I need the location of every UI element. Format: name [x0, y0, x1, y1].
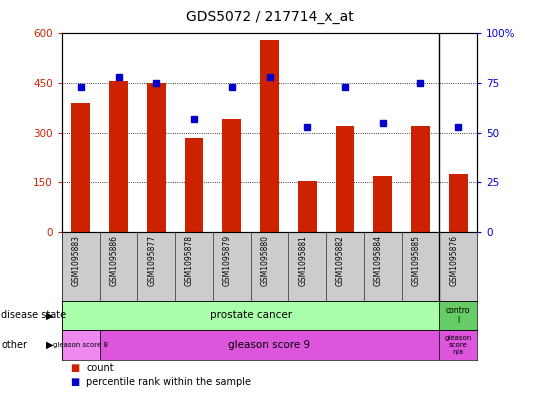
Text: gleason score 9: gleason score 9: [229, 340, 310, 350]
Text: GSM1095883: GSM1095883: [72, 235, 81, 286]
Text: GSM1095877: GSM1095877: [147, 235, 156, 286]
Bar: [448, 174, 467, 232]
Bar: [439, 301, 477, 330]
Bar: [260, 40, 279, 232]
Bar: [298, 181, 317, 232]
Text: GSM1095880: GSM1095880: [260, 235, 270, 286]
Text: other: other: [1, 340, 27, 350]
Text: disease state: disease state: [1, 310, 66, 320]
Bar: [147, 83, 166, 232]
Bar: [335, 126, 355, 232]
Text: GSM1095885: GSM1095885: [411, 235, 420, 286]
Text: ■: ■: [70, 364, 79, 373]
Text: percentile rank within the sample: percentile rank within the sample: [86, 377, 251, 387]
Bar: [62, 330, 100, 360]
Bar: [71, 103, 90, 232]
Bar: [184, 138, 204, 232]
Text: contro
l: contro l: [446, 306, 471, 325]
Bar: [222, 119, 241, 232]
Text: ■: ■: [70, 377, 79, 387]
Text: GSM1095881: GSM1095881: [298, 235, 307, 286]
Text: GSM1095879: GSM1095879: [223, 235, 232, 286]
Text: prostate cancer: prostate cancer: [210, 310, 292, 320]
Text: GSM1095882: GSM1095882: [336, 235, 345, 286]
Text: GSM1095878: GSM1095878: [185, 235, 194, 286]
Text: gleason score 8: gleason score 8: [53, 342, 108, 348]
Bar: [109, 81, 128, 232]
Text: GDS5072 / 217714_x_at: GDS5072 / 217714_x_at: [185, 10, 354, 24]
Text: ▶: ▶: [46, 310, 53, 320]
Text: gleason
score
n/a: gleason score n/a: [445, 335, 472, 355]
Bar: [411, 126, 430, 232]
Bar: [100, 330, 439, 360]
Text: count: count: [86, 364, 114, 373]
Text: GSM1095886: GSM1095886: [109, 235, 119, 286]
Text: GSM1095876: GSM1095876: [449, 235, 458, 286]
Text: ▶: ▶: [46, 340, 53, 350]
Text: GSM1095884: GSM1095884: [374, 235, 383, 286]
Bar: [373, 176, 392, 232]
Bar: [439, 330, 477, 360]
